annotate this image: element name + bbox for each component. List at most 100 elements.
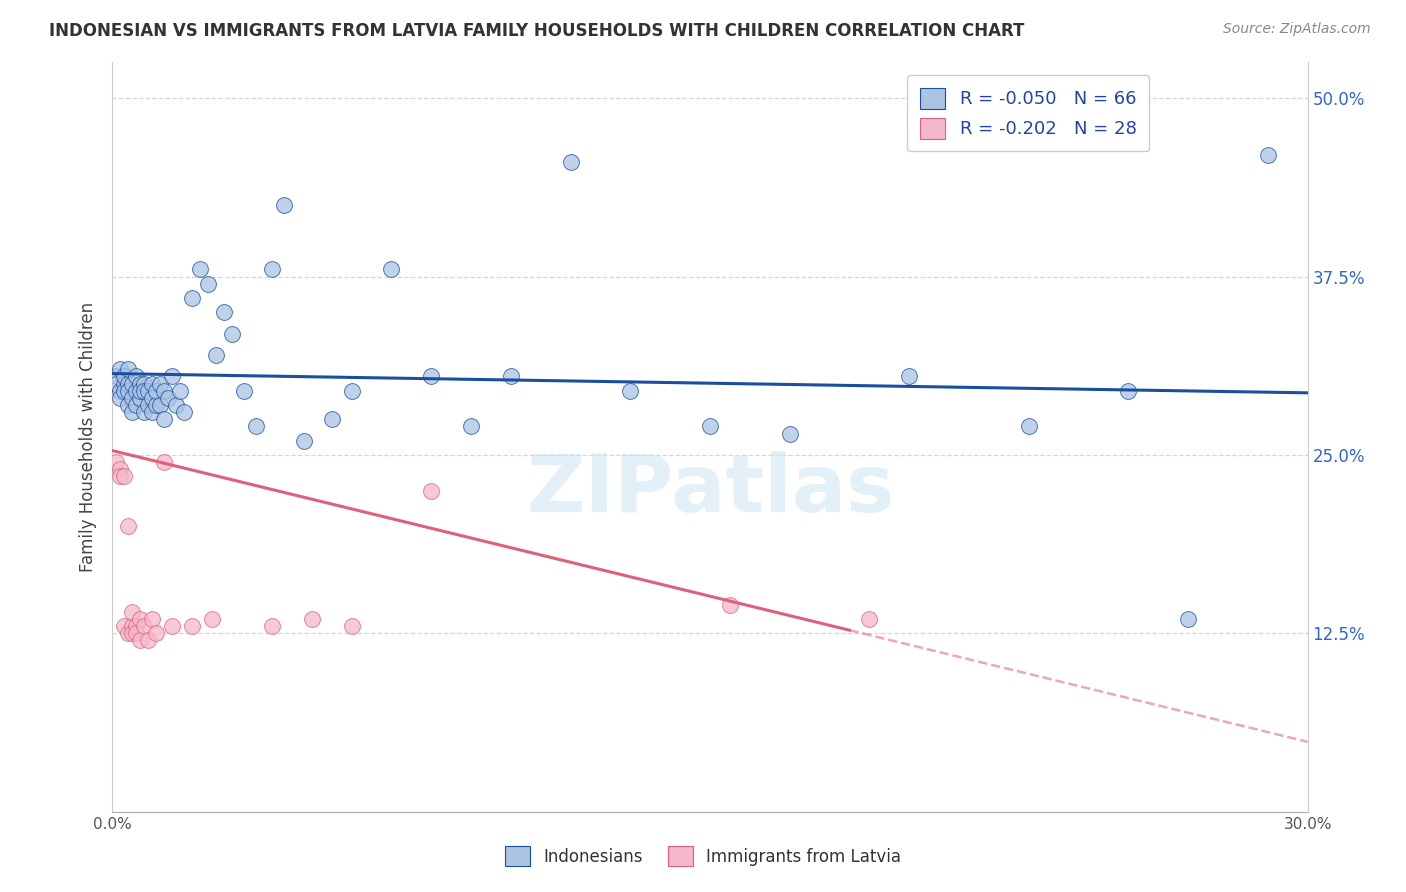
Point: [1257, 148, 1279, 162]
Point: [173, 405, 195, 419]
Point: [1177, 612, 1199, 626]
Point: [121, 405, 143, 419]
Point: [460, 419, 482, 434]
Point: [117, 362, 139, 376]
Point: [221, 326, 243, 341]
Point: [499, 369, 522, 384]
Point: [141, 376, 163, 391]
Point: [340, 384, 363, 398]
Point: [114, 376, 135, 391]
Point: [145, 398, 167, 412]
Point: [110, 384, 132, 398]
Point: [201, 612, 224, 626]
Point: [114, 384, 135, 398]
Point: [165, 398, 187, 412]
Point: [380, 262, 402, 277]
Point: [141, 391, 163, 405]
Point: [260, 619, 283, 633]
Point: [245, 419, 267, 434]
Point: [141, 405, 163, 419]
Point: [110, 362, 132, 376]
Point: [340, 619, 363, 633]
Point: [117, 398, 139, 412]
Point: [162, 619, 183, 633]
Point: [105, 369, 128, 384]
Legend: R = -0.050   N = 66, R = -0.202   N = 28: R = -0.050 N = 66, R = -0.202 N = 28: [907, 75, 1149, 152]
Point: [149, 376, 172, 391]
Point: [153, 412, 176, 426]
Point: [153, 455, 176, 469]
Point: [188, 262, 211, 277]
Point: [149, 398, 172, 412]
Point: [181, 291, 204, 305]
Point: [110, 391, 132, 405]
Point: [121, 619, 143, 633]
Point: [129, 391, 152, 405]
Point: [157, 391, 180, 405]
Point: [110, 469, 132, 483]
Point: [121, 626, 143, 640]
Point: [117, 626, 139, 640]
Point: [134, 619, 156, 633]
Point: [162, 369, 183, 384]
Point: [129, 384, 152, 398]
Point: [153, 384, 176, 398]
Text: ZIPatlas: ZIPatlas: [526, 450, 894, 529]
Point: [110, 462, 132, 476]
Point: [212, 305, 235, 319]
Point: [898, 369, 921, 384]
Text: INDONESIAN VS IMMIGRANTS FROM LATVIA FAMILY HOUSEHOLDS WITH CHILDREN CORRELATION: INDONESIAN VS IMMIGRANTS FROM LATVIA FAM…: [49, 22, 1025, 40]
Y-axis label: Family Households with Children: Family Households with Children: [79, 302, 97, 572]
Point: [134, 376, 156, 391]
Point: [301, 612, 323, 626]
Point: [125, 626, 148, 640]
Point: [1018, 419, 1040, 434]
Point: [117, 384, 139, 398]
Point: [141, 612, 163, 626]
Point: [105, 376, 128, 391]
Point: [129, 633, 152, 648]
Point: [145, 626, 167, 640]
Point: [181, 619, 204, 633]
Point: [718, 598, 741, 612]
Point: [138, 384, 160, 398]
Point: [1118, 384, 1140, 398]
Point: [121, 605, 143, 619]
Point: [138, 633, 160, 648]
Point: [205, 348, 228, 362]
Point: [134, 405, 156, 419]
Point: [138, 398, 160, 412]
Point: [105, 455, 128, 469]
Text: Source: ZipAtlas.com: Source: ZipAtlas.com: [1223, 22, 1371, 37]
Point: [197, 277, 219, 291]
Point: [125, 398, 148, 412]
Point: [260, 262, 283, 277]
Point: [560, 155, 582, 169]
Point: [114, 469, 135, 483]
Point: [858, 612, 880, 626]
Point: [420, 483, 443, 498]
Point: [134, 384, 156, 398]
Point: [121, 391, 143, 405]
Legend: Indonesians, Immigrants from Latvia: Indonesians, Immigrants from Latvia: [498, 839, 908, 873]
Point: [292, 434, 315, 448]
Point: [114, 369, 135, 384]
Point: [114, 619, 135, 633]
Point: [233, 384, 256, 398]
Point: [699, 419, 721, 434]
Point: [129, 376, 152, 391]
Point: [779, 426, 801, 441]
Point: [125, 384, 148, 398]
Point: [117, 519, 139, 533]
Point: [145, 384, 167, 398]
Point: [619, 384, 641, 398]
Point: [273, 198, 295, 212]
Point: [420, 369, 443, 384]
Point: [125, 369, 148, 384]
Point: [121, 376, 143, 391]
Point: [117, 376, 139, 391]
Point: [321, 412, 343, 426]
Point: [169, 384, 191, 398]
Point: [125, 619, 148, 633]
Point: [129, 612, 152, 626]
